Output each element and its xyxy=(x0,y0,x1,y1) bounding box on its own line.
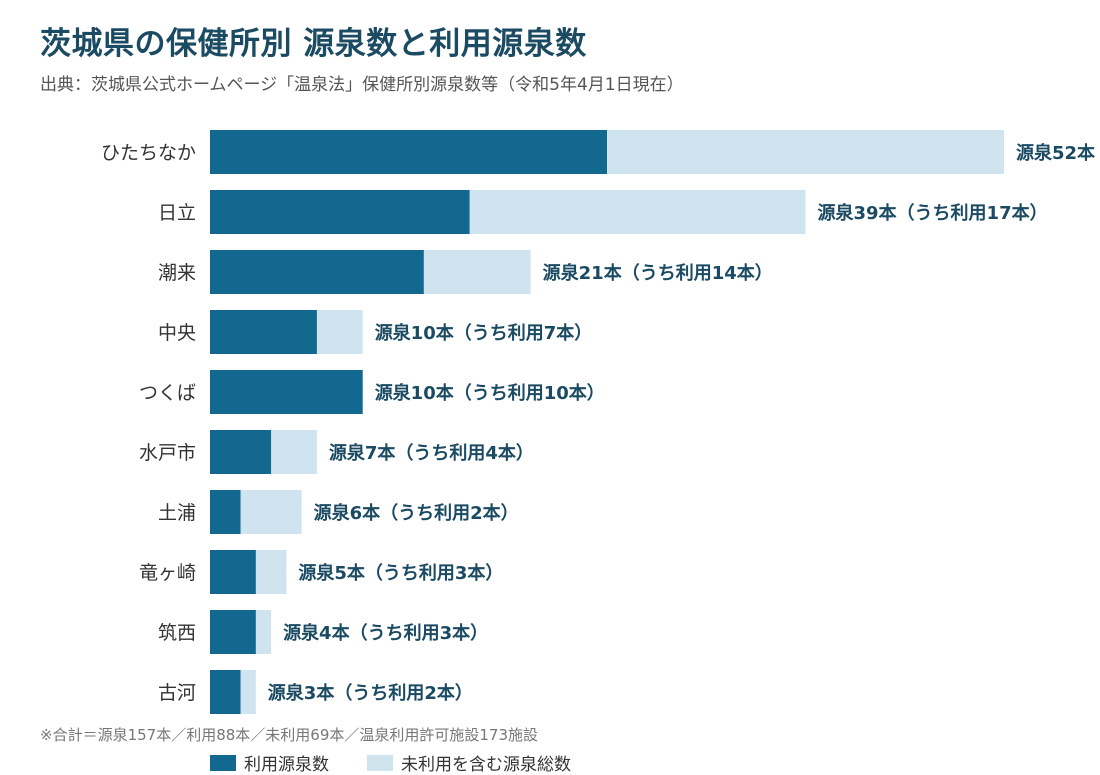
category-label: 古河 xyxy=(158,682,196,704)
category-label: 水戸市 xyxy=(139,442,196,464)
bar-used xyxy=(210,190,470,234)
bar-used xyxy=(210,490,241,534)
legend-item-used: 利用源泉数 xyxy=(210,750,329,775)
category-label: 潮来 xyxy=(158,262,196,284)
category-label: 竜ヶ崎 xyxy=(139,562,196,584)
bar-used xyxy=(210,430,272,474)
chart-legend: 利用源泉数 未利用を含む源泉総数 xyxy=(210,750,609,775)
data-label: 源泉21本（うち利用14本） xyxy=(543,262,773,284)
chart-subtitle: 出典：茨城県公式ホームページ「温泉法」保健所別源泉数等（令和5年4月1日現在） xyxy=(40,75,684,95)
legend-swatch-used xyxy=(210,754,236,771)
legend-swatch-total xyxy=(367,754,393,771)
category-label: 日立 xyxy=(158,202,196,224)
bar-used xyxy=(210,670,241,714)
category-label: ひたちなか xyxy=(101,142,196,164)
chart-footnote: ※合計＝源泉157本／利用88本／未利用69本／温泉利用許可施設173施設 xyxy=(40,726,539,744)
data-label: 源泉4本（うち利用3本） xyxy=(283,622,488,644)
bar-used xyxy=(210,130,607,174)
data-label: 源泉10本（うち利用7本） xyxy=(375,322,593,344)
chart-title: 茨城県の保健所別 源泉数と利用源泉数 xyxy=(40,26,587,62)
category-label: 筑西 xyxy=(158,622,196,644)
category-label: つくば xyxy=(139,382,196,404)
legend-item-total: 未利用を含む源泉総数 xyxy=(367,750,571,775)
legend-label-used: 利用源泉数 xyxy=(244,755,329,775)
bar-used xyxy=(210,370,363,414)
category-label: 中央 xyxy=(158,322,196,344)
data-label: 源泉7本（うち利用4本） xyxy=(329,442,534,464)
data-label: 源泉5本（うち利用3本） xyxy=(298,562,503,584)
bar-used xyxy=(210,610,256,654)
data-label: 源泉10本（うち利用10本） xyxy=(375,382,605,404)
data-label: 源泉6本（うち利用2本） xyxy=(314,502,519,524)
data-label: 源泉52本 xyxy=(1016,142,1095,164)
bar-used xyxy=(210,250,424,294)
bar-used xyxy=(210,550,256,594)
legend-label-total: 未利用を含む源泉総数 xyxy=(401,755,571,775)
bar-used xyxy=(210,310,317,354)
data-label: 源泉39本（うち利用17本） xyxy=(818,202,1048,224)
data-label: 源泉3本（うち利用2本） xyxy=(268,682,473,704)
category-label: 土浦 xyxy=(158,502,196,524)
